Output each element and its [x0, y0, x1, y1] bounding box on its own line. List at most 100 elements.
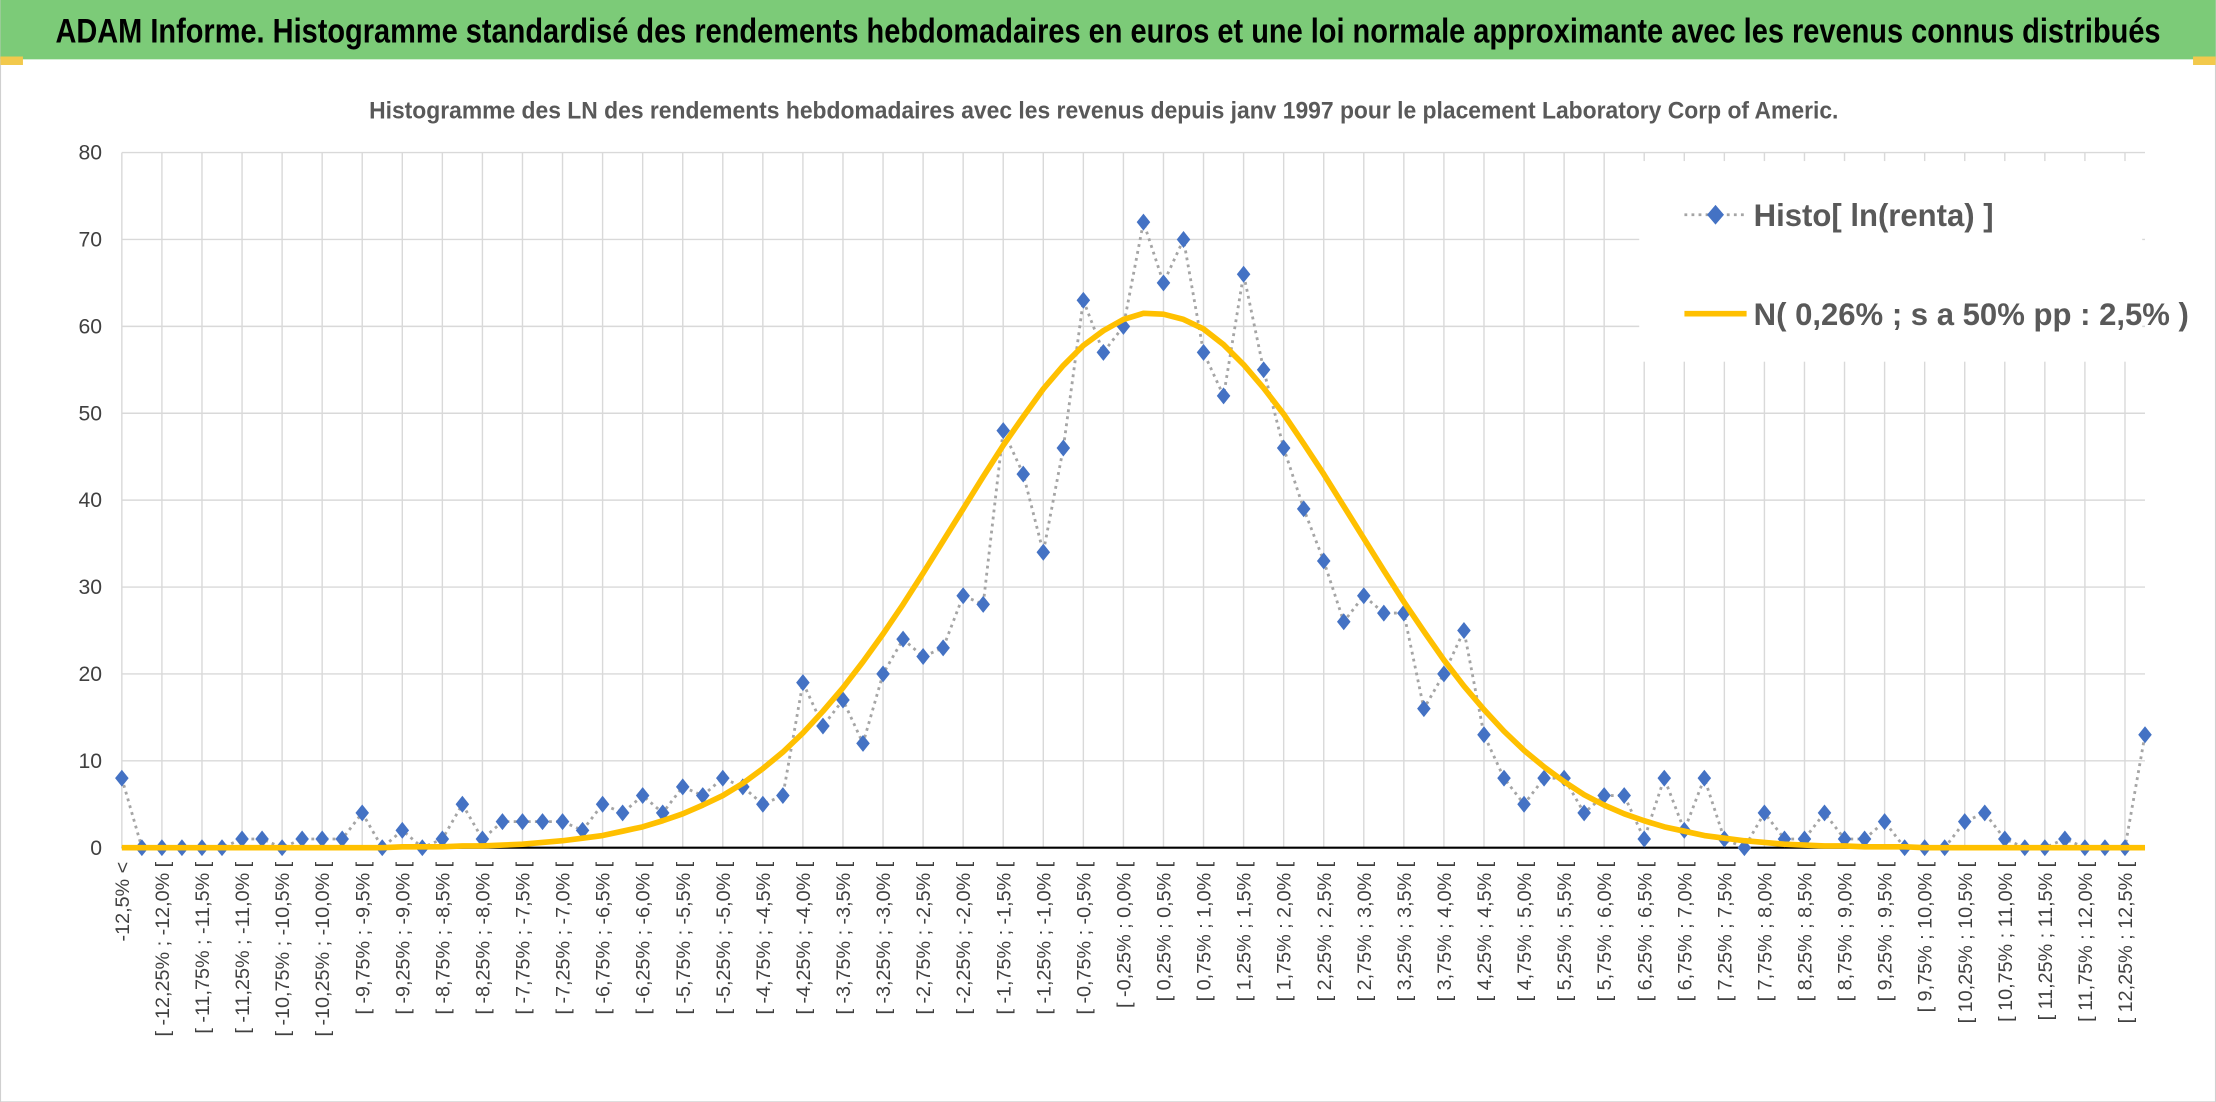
y-tick-label: 0	[90, 837, 102, 860]
x-tick-label: [ 0,75% ; 1,0% [	[1194, 861, 1216, 1001]
banner	[0, 0, 2216, 60]
y-tick-label: 60	[78, 315, 102, 338]
banner-accent	[2193, 56, 2216, 65]
x-tick-label: [ 6,75% ; 7,0% [	[1674, 861, 1696, 1001]
data-point	[1056, 439, 1071, 457]
data-point	[1196, 343, 1211, 361]
data-point	[1857, 830, 1872, 848]
x-tick-label: [ 3,25% ; 3,5% [	[1394, 861, 1416, 1001]
y-tick-label: 30	[78, 576, 102, 599]
series-line	[121, 310, 2146, 851]
data-point	[1216, 387, 1231, 405]
data-point	[756, 795, 770, 813]
x-tick-label: [ -10,75% ; -10,5% [	[272, 861, 294, 1036]
data-point	[1998, 830, 2012, 848]
legend-swatch	[1707, 204, 1724, 225]
data-point	[455, 795, 470, 813]
data-point	[1036, 543, 1051, 561]
data-point	[1477, 726, 1491, 744]
legend: Histo[ ln(renta) ] N( 0,26% ; s a 50% pp …	[1639, 161, 2189, 362]
data-point	[635, 787, 650, 805]
data-point	[615, 804, 630, 822]
data-point	[1597, 787, 1611, 805]
data-point	[1637, 830, 1652, 848]
data-point	[555, 813, 570, 831]
x-tick-label: [ -11,25% ; -11,0% [	[232, 861, 254, 1033]
x-tick-label: [ -8,75% ; -8,5% [	[432, 861, 454, 1014]
x-tick-label: [ 11,25% ; 11,5% [	[2035, 861, 2057, 1020]
x-tick-label: [ 7,25% ; 7,5% [	[1714, 861, 1736, 1001]
banner-title: ADAM Informe. Histogramme standardisé de…	[55, 12, 2160, 50]
y-tick-label: 40	[78, 489, 102, 512]
x-tick-label: [ 1,25% ; 1,5% [	[1234, 861, 1256, 1001]
data-point	[716, 769, 730, 787]
x-tick-label: [ 8,25% ; 8,5% [	[1795, 861, 1817, 1001]
x-tick-label: [ 1,75% ; 2,0% [	[1274, 861, 1296, 1001]
x-tick-label: [ -7,75% ; -7,5% [	[513, 861, 535, 1014]
data-point	[2058, 830, 2072, 848]
x-tick-label: [ 7,75% ; 8,0% [	[1754, 861, 1776, 1001]
data-point	[2138, 726, 2152, 744]
x-tick-label: [ 12,25% ; 12,5% [	[2115, 861, 2137, 1023]
data-point	[876, 665, 890, 683]
x-tick-label: [ -3,25% ; -3,0% [	[873, 861, 895, 1014]
data-point	[1957, 813, 1972, 831]
y-tick-label: 80	[78, 142, 102, 165]
data-point	[936, 639, 950, 657]
x-tick-label: [ -8,25% ; -8,0% [	[472, 861, 494, 1014]
x-tick-label: -12,5% <	[112, 862, 134, 942]
data-point	[976, 595, 990, 613]
x-tick-label: [ -6,75% ; -6,5% [	[593, 861, 615, 1014]
x-tick-label: [ -5,25% ; -5,0% [	[713, 861, 735, 1014]
x-tick-label: [ -1,75% ; -1,5% [	[993, 861, 1015, 1014]
data-point	[535, 813, 550, 831]
chart-title: Histogramme des LN des rendements hebdom…	[369, 98, 1838, 125]
x-tick-label: [ 6,25% ; 6,5% [	[1634, 861, 1656, 1001]
data-point	[1377, 604, 1391, 622]
legend-label: N( 0,26% ; s a 50% pp : 2,5% )	[1754, 297, 2189, 332]
x-tick-label: [ -0,25% ; 0,0% [	[1113, 861, 1135, 1008]
x-tick-label: [ -0,75% ; -0,5% [	[1073, 861, 1095, 1014]
data-point	[1497, 769, 1511, 787]
x-tick-label: [ -12,25% ; -12,0% [	[152, 861, 174, 1036]
legend-box	[1639, 161, 2143, 362]
data-point	[776, 787, 790, 805]
x-tick-label: [ 4,25% ; 4,5% [	[1474, 861, 1496, 1001]
x-tick-label: [ -4,25% ; -4,0% [	[793, 861, 815, 1014]
y-tick-label: 10	[78, 750, 102, 773]
data-point	[675, 778, 690, 796]
x-tick-label: [ -9,75% ; -9,5% [	[352, 861, 374, 1014]
x-tick-label: [ 10,75% ; 11,0% [	[1995, 861, 2017, 1022]
y-tick-label: 20	[78, 663, 102, 686]
data-point	[1136, 213, 1151, 231]
x-tick-label: [ -4,75% ; -4,5% [	[753, 861, 775, 1014]
data-point	[956, 587, 970, 605]
data-point	[1336, 613, 1351, 631]
x-tick-label: [ -10,25% ; -10,0% [	[312, 861, 334, 1036]
data-point	[115, 769, 129, 787]
x-tick-label: [ -2,75% ; -2,5% [	[913, 861, 935, 1014]
data-point	[1417, 700, 1431, 718]
data-point	[515, 813, 530, 831]
x-tick-label: [ -9,25% ; -9,0% [	[392, 861, 414, 1014]
data-point	[1657, 769, 1672, 787]
x-tick-label: [ -7,25% ; -7,0% [	[553, 861, 575, 1014]
x-tick-label: [ -6,25% ; -6,0% [	[633, 861, 655, 1014]
data-point	[1096, 343, 1111, 361]
x-tick-label: [ 10,25% ; 10,5% [	[1955, 861, 1977, 1023]
data-point	[435, 830, 450, 848]
legend-label: Histo[ ln(renta) ]	[1754, 198, 1994, 233]
x-tick-label: [ 3,75% ; 4,0% [	[1434, 861, 1456, 1001]
grid: 0 10 20 30 40 50 60 70 80 -12,5% < [ -12,25% ; -12…	[78, 142, 2146, 1037]
data-point	[1236, 265, 1251, 283]
data-point	[1877, 813, 1892, 831]
banner-accent	[0, 56, 23, 65]
x-tick-label: [ 9,75% ; 10,0% [	[1915, 861, 1937, 1012]
x-tick-label: [ 5,75% ; 6,0% [	[1594, 861, 1616, 1001]
data-point	[1316, 552, 1331, 570]
x-tick-label: [ -5,75% ; -5,5% [	[673, 861, 695, 1014]
x-tick-label: [ 2,25% ; 2,5% [	[1314, 861, 1336, 1001]
data-point	[335, 830, 349, 848]
data-point	[1076, 291, 1091, 309]
